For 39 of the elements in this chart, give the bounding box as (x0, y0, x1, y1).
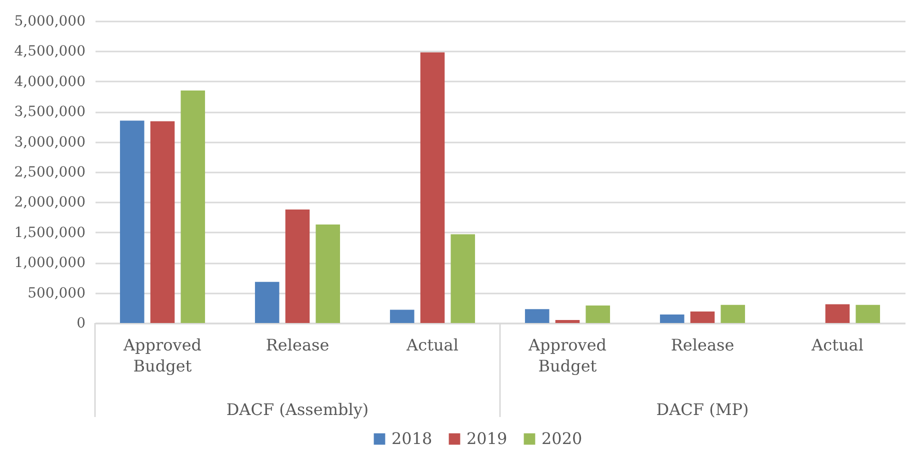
x-tick-label: Approved Budget (122, 336, 202, 376)
text: DACF (MP) (656, 400, 749, 419)
y-tick-label: 2,500,000 (14, 164, 86, 180)
x-tick-label: Release (266, 336, 330, 354)
bar (254, 282, 280, 323)
x-tick-label: Approved Budget (527, 336, 607, 376)
x-tick-label: Release (670, 336, 734, 354)
legend-label: 2020 (542, 429, 582, 448)
bar (285, 209, 310, 323)
bar (390, 310, 414, 323)
y-tick-label: 5,000,000 (14, 14, 86, 30)
y-tick-label: 3,000,000 (14, 134, 86, 150)
bar (720, 304, 746, 323)
bar (690, 312, 715, 323)
bar (660, 314, 684, 323)
bar (555, 320, 580, 323)
bar (825, 304, 850, 323)
y-tick-label: 4,500,000 (14, 44, 86, 60)
y-tick-label: 1,000,000 (14, 255, 86, 272)
x-tick-label: Actual (810, 336, 864, 354)
bar (180, 90, 206, 323)
bar (316, 224, 340, 323)
y-tick-label: 500,000 (28, 285, 86, 302)
bar (120, 120, 144, 323)
bar (450, 234, 476, 323)
y-tick-label: 0 (76, 316, 86, 332)
y-tick-label: 3,500,000 (14, 104, 86, 120)
bar (856, 304, 880, 323)
bar (150, 121, 175, 323)
bar (586, 305, 610, 323)
legend-label: 2019 (466, 429, 508, 448)
bar (524, 309, 550, 323)
legend-label: 2018 (392, 429, 432, 448)
y-tick-label: 1,500,000 (14, 224, 86, 241)
text: DACF (Assembly) (226, 400, 369, 419)
y-tick-label: 4,000,000 (14, 74, 86, 90)
x-tick-label: Actual (406, 336, 458, 354)
y-tick-label: 2,000,000 (14, 194, 86, 211)
bar (420, 52, 445, 323)
